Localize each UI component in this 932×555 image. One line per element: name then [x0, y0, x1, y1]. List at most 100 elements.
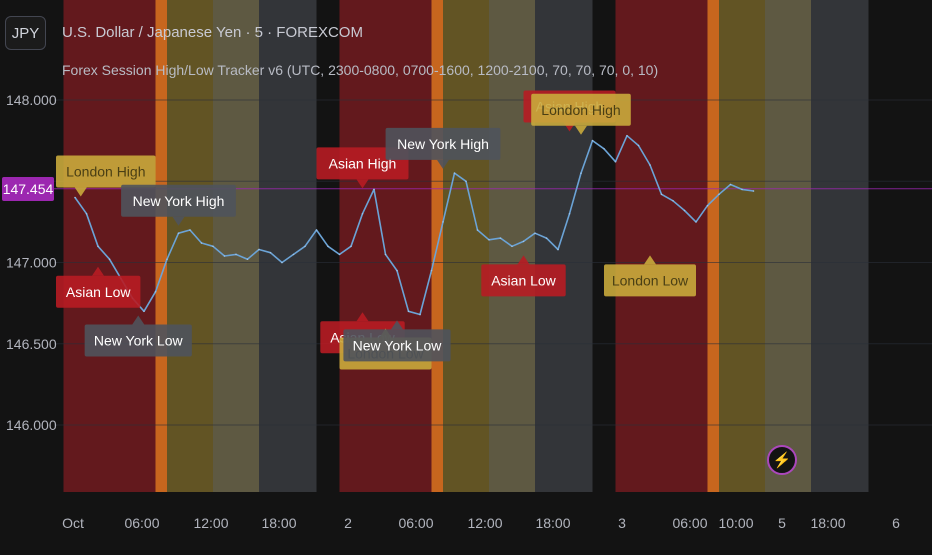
- price-point: [591, 139, 594, 142]
- price-tick-label: 146.000: [6, 417, 57, 433]
- time-tick-label: 3: [618, 515, 626, 531]
- lightning-icon[interactable]: ⚡: [767, 445, 797, 475]
- price-point: [74, 196, 76, 199]
- marker-box: [604, 264, 696, 297]
- price-point: [338, 253, 341, 256]
- price-point: [488, 238, 490, 241]
- marker-box: [531, 93, 631, 126]
- price-point: [442, 221, 444, 223]
- session-markers: London High New York High Asian Low New Yor…: [56, 90, 696, 370]
- session-band-london: [707, 0, 811, 492]
- indicator-legend[interactable]: Forex Session High/Low Tracker v6 (UTC, …: [62, 62, 659, 78]
- price-point: [672, 199, 674, 202]
- price-point: [603, 147, 605, 150]
- marker-box: [316, 147, 409, 180]
- marker-pointer: [575, 125, 587, 135]
- session-marker[interactable]: New York High: [121, 184, 236, 226]
- marker-box: [56, 275, 141, 308]
- session-overlap-band: [707, 0, 719, 492]
- session-band-asian: [339, 0, 443, 492]
- session-band-new-york: [213, 0, 317, 492]
- price-point: [212, 245, 214, 248]
- price-point: [718, 193, 720, 196]
- price-point: [85, 212, 88, 215]
- price-point: [166, 258, 168, 261]
- price-point: [407, 310, 410, 313]
- price-point: [752, 190, 755, 192]
- marker-label: Asian Low: [491, 272, 556, 288]
- session-band-asian: [615, 0, 719, 492]
- marker-pointer: [644, 255, 656, 265]
- price-point: [373, 188, 375, 191]
- symbol-title[interactable]: U.S. Dollar / Japanese Yen · 5 · FOREXCO…: [62, 24, 363, 41]
- session-marker[interactable]: New York High: [385, 127, 501, 169]
- marker-pointer: [92, 266, 104, 276]
- price-point: [143, 310, 145, 313]
- marker-pointer: [132, 315, 145, 325]
- price-point: [706, 204, 709, 207]
- marker-box: [56, 155, 156, 188]
- price-point: [568, 212, 571, 215]
- marker-pointer: [356, 179, 369, 189]
- marker-label: New York High: [397, 136, 489, 152]
- time-tick-label: 18:00: [261, 515, 296, 531]
- price-point: [200, 242, 203, 244]
- marker-pointer: [74, 187, 87, 197]
- price-axis[interactable]: 148.000 147.000 146.500 146.000: [6, 92, 57, 433]
- price-point: [315, 229, 318, 231]
- session-marker[interactable]: New York Low: [84, 315, 192, 357]
- marker-pointer: [172, 216, 185, 226]
- session-marker[interactable]: Asian High: [316, 147, 409, 189]
- price-point: [258, 248, 260, 251]
- price-point: [350, 245, 352, 248]
- price-point: [695, 221, 697, 223]
- time-tick-label: 18:00: [810, 515, 845, 531]
- session-marker[interactable]: Asian Low: [481, 255, 566, 297]
- marker-box: [84, 324, 192, 357]
- marker-label: London Low: [612, 272, 689, 288]
- marker-pointer: [517, 255, 530, 265]
- price-point: [545, 237, 548, 239]
- time-tick-label: 18:00: [535, 515, 570, 531]
- marker-label: Asian Low: [66, 284, 131, 300]
- time-tick-label: 12:00: [193, 515, 228, 531]
- marker-label: New York Low: [353, 337, 443, 353]
- marker-box: [121, 184, 236, 217]
- price-point: [614, 160, 617, 163]
- price-line: [74, 134, 754, 316]
- session-band-asian: [63, 0, 167, 492]
- price-point: [281, 261, 283, 264]
- price-point: [327, 245, 329, 248]
- price-point: [637, 144, 640, 147]
- price-point: [741, 188, 743, 191]
- price-point: [430, 269, 433, 272]
- session-band-new-york: [489, 0, 593, 492]
- session-marker[interactable]: New York Low: [343, 320, 451, 362]
- symbol-search-button[interactable]: JPY: [5, 16, 46, 50]
- marker-label: New York Low: [94, 333, 184, 349]
- marker-pointer: [391, 320, 403, 330]
- price-point: [534, 232, 536, 235]
- time-tick-label: Oct: [62, 515, 84, 531]
- time-axis[interactable]: Oct 06:00 12:00 18:00 2 06:00 12:00 18:00 3 06:00…: [62, 515, 900, 531]
- price-point: [683, 209, 686, 212]
- session-marker[interactable]: London High: [56, 155, 156, 197]
- session-marker[interactable]: London High: [531, 93, 631, 135]
- price-point: [384, 253, 387, 256]
- price-point: [97, 245, 99, 248]
- price-point: [235, 253, 237, 256]
- session-bands: [63, 0, 869, 492]
- price-point: [626, 134, 628, 137]
- session-band-new-york: [765, 0, 869, 492]
- price-point: [419, 313, 421, 316]
- price-point: [269, 251, 272, 254]
- price-point: [177, 232, 180, 235]
- session-marker[interactable]: Asian Low: [56, 266, 141, 308]
- session-marker[interactable]: London Low: [604, 255, 696, 297]
- price-grid: [54, 99, 932, 426]
- time-tick-label: 06:00: [672, 515, 707, 531]
- marker-label: New York High: [133, 193, 225, 209]
- price-point: [108, 258, 111, 261]
